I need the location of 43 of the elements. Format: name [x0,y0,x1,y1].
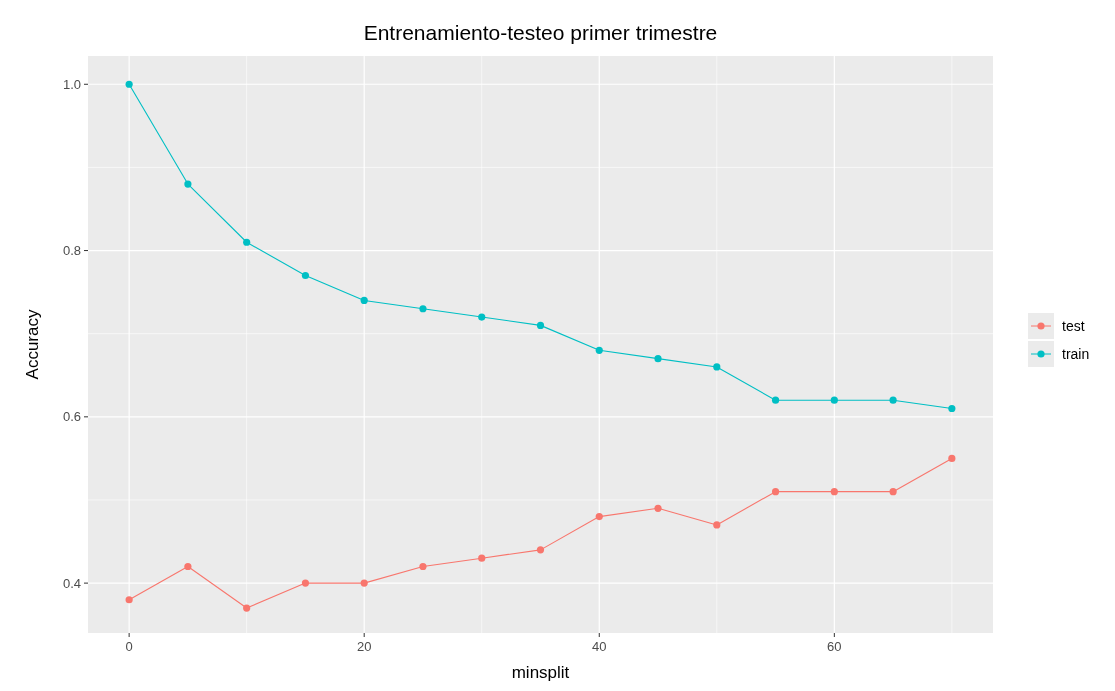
point [713,363,721,371]
legend-label: train [1062,346,1090,362]
y-tick-label: 0.4 [62,575,81,591]
y-tick-label: 0.6 [62,409,81,425]
point [771,488,780,496]
point [125,596,133,604]
point [301,271,310,280]
point [243,604,251,612]
x-tick-label: 20 [356,639,372,654]
point [889,488,897,496]
point [125,80,133,88]
point [184,562,192,571]
point [889,396,897,404]
point [536,321,545,329]
x-tick-label: 0 [125,639,133,654]
y-axis-title: Accuracy [23,309,42,380]
chart-title: Entrenamiento-testeo primer trimestre [363,21,718,44]
point [595,346,603,354]
point [478,554,486,562]
point [360,579,368,587]
point [184,180,192,188]
y-tick-label: 0.8 [62,243,81,259]
point [360,296,368,305]
x-tick-label: 40 [592,639,607,654]
x-axis-title: minsplit [511,663,570,682]
legend-label: test [1062,318,1085,334]
point [419,562,427,571]
point [654,504,662,512]
point [830,396,838,404]
point [419,305,427,313]
point [654,355,662,363]
point [771,396,780,404]
x-tick-label: 60 [827,639,842,654]
point [830,488,838,496]
point [595,513,603,521]
point [713,521,721,529]
point [948,404,956,413]
point [536,546,545,554]
point [948,454,956,462]
point [243,238,251,246]
point [478,313,486,321]
y-tick-label: 1.0 [62,76,81,92]
point [301,579,310,587]
